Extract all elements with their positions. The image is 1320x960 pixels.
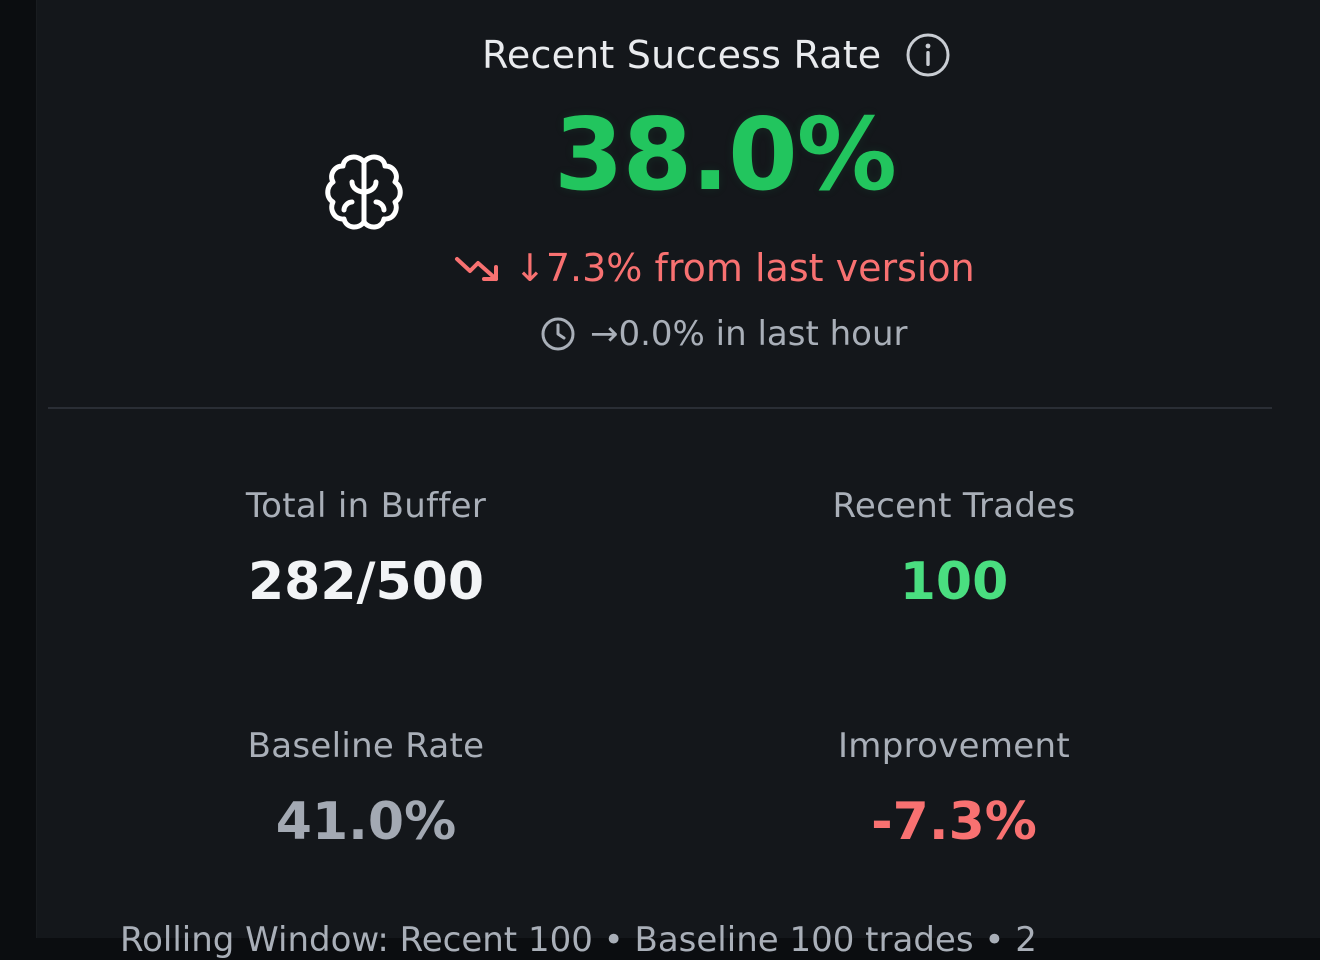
stat-total-buffer: Total in Buffer 282/500	[116, 486, 616, 612]
success-rate-header: Recent Success Rate 38.0% ↓7.3% from las…	[0, 0, 1320, 380]
version-delta-text: ↓7.3% from last version	[514, 246, 975, 290]
clock-icon	[541, 317, 575, 351]
stat-value: 282/500	[247, 552, 485, 612]
version-delta: ↓7.3% from last version	[454, 246, 975, 290]
trending-down-icon	[455, 257, 498, 281]
info-circle-icon[interactable]	[905, 32, 951, 78]
hour-delta: →0.0% in last hour	[540, 314, 908, 354]
stat-value: 41.0%	[275, 792, 457, 852]
stat-improvement: Improvement -7.3%	[704, 726, 1204, 852]
stat-baseline-rate: Baseline Rate 41.0%	[116, 726, 616, 852]
footer-text: Rolling Window: Recent 100 • Baseline 10…	[120, 920, 1037, 960]
card-title: Recent Success Rate	[482, 33, 882, 77]
stat-label: Total in Buffer	[245, 486, 487, 526]
stat-label: Baseline Rate	[247, 726, 485, 766]
title-row: Recent Success Rate	[482, 30, 951, 80]
success-rate-card	[36, 0, 1320, 938]
hour-delta-text: →0.0% in last hour	[590, 314, 908, 354]
brain-icon	[325, 154, 403, 230]
success-rate-value: 38.0%	[554, 96, 897, 213]
stat-value: -7.3%	[871, 792, 1037, 852]
stat-value: 100	[899, 552, 1009, 612]
section-divider	[48, 407, 1272, 409]
stat-recent-trades: Recent Trades 100	[704, 486, 1204, 612]
stat-label: Recent Trades	[832, 486, 1076, 526]
stat-label: Improvement	[837, 726, 1071, 766]
